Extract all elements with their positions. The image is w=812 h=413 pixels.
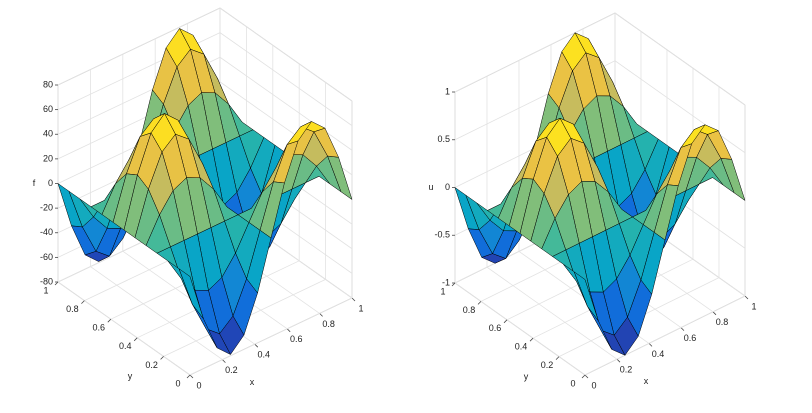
tick-mark (584, 374, 589, 379)
x-tick-label: 0.6 (684, 333, 697, 343)
tick-mark (186, 374, 191, 379)
tick-mark (581, 374, 586, 379)
z-tick-label: -40 (40, 227, 53, 237)
z-tick-label: 40 (43, 129, 53, 139)
tick-mark (503, 319, 508, 324)
tick-mark (319, 313, 323, 317)
y-tick-label: 0 (175, 378, 180, 388)
z-tick-label: 0.5 (437, 134, 450, 144)
x-axis-label: x (250, 377, 255, 387)
y-tick-label: 0.6 (93, 323, 106, 333)
tick-mark (81, 300, 85, 304)
z-tick-label: 0 (445, 182, 450, 192)
y-tick-label: 0 (570, 378, 575, 388)
y-tick-label: 0.8 (66, 304, 79, 314)
grid-line (454, 12, 616, 93)
x-tick-label: 0.2 (225, 365, 238, 375)
z-axis-label: f (33, 178, 36, 188)
tick-mark (189, 374, 194, 379)
y-tick-label: 0.4 (119, 341, 132, 351)
x-tick-label: 0.8 (322, 319, 335, 329)
x-tick-label: 1 (358, 303, 363, 313)
x-tick-label: 1 (751, 301, 756, 311)
y-tick-label: 1 (440, 286, 445, 296)
grid-line (614, 60, 746, 154)
grid-line (219, 56, 353, 151)
grid-line (584, 295, 746, 376)
tick-mark (254, 343, 259, 348)
grid-line (486, 266, 618, 360)
grid-line (57, 7, 221, 86)
grid-line (614, 12, 746, 106)
z-tick-label: 0 (48, 178, 53, 188)
x-tick-label: 0.6 (290, 334, 303, 344)
z-tick-label: -20 (40, 203, 53, 213)
y-tick-label: 1 (43, 285, 48, 295)
surface-patch (178, 268, 204, 319)
y-tick-label: 0.4 (515, 342, 528, 352)
surface-plot: 00.20.40.60.8100.20.40.60.81-1-0.500.51x… (428, 12, 757, 390)
tick-mark (529, 337, 534, 342)
tick-mark (222, 359, 226, 363)
tick-mark (133, 337, 138, 342)
z-tick-label: -80 (40, 276, 53, 286)
y-tick-label: 0.6 (489, 323, 502, 333)
grid-line (189, 297, 353, 376)
tick-mark (648, 343, 653, 347)
tick-mark (160, 356, 164, 360)
tick-mark (680, 327, 685, 331)
z-tick-label: 20 (43, 153, 53, 163)
x-axis-label: x (644, 376, 649, 386)
tick-mark (351, 297, 356, 302)
tick-mark (451, 282, 456, 287)
y-tick-label: 0.2 (145, 360, 158, 370)
tick-mark (555, 356, 560, 360)
grid-line (57, 281, 191, 376)
surface-patch (573, 271, 599, 321)
x-tick-label: 0 (196, 380, 201, 390)
z-tick-label: 1 (445, 86, 450, 96)
x-tick-label: 0.4 (652, 349, 665, 359)
y-tick-label: 0.8 (463, 305, 476, 315)
y-tick-label: 0.2 (541, 360, 554, 370)
grid-line (219, 32, 353, 126)
surface-plot: 00.20.40.60.8100.20.40.60.81-80-60-40-20… (33, 7, 364, 390)
tick-mark (477, 301, 482, 305)
grid-line (90, 266, 223, 360)
grid-line (454, 282, 586, 376)
z-tick-label: -60 (40, 252, 53, 262)
z-tick-label: 60 (43, 104, 53, 114)
z-axis-label: u (428, 182, 433, 192)
tick-mark (286, 328, 291, 333)
grid-line (219, 7, 353, 102)
x-tick-label: 0.2 (620, 365, 633, 375)
x-tick-label: 0.8 (716, 317, 729, 327)
tick-mark (54, 281, 59, 286)
z-tick-label: -0.5 (434, 230, 450, 240)
z-tick-label: 80 (43, 79, 53, 89)
tick-mark (107, 318, 112, 323)
x-tick-label: 0 (591, 380, 596, 390)
z-tick-label: -1 (442, 277, 450, 287)
tick-mark (712, 311, 717, 316)
tick-mark (744, 295, 749, 300)
y-axis-label: y (524, 371, 529, 381)
x-tick-label: 0.4 (258, 350, 271, 360)
y-axis-label: y (128, 371, 133, 381)
tick-mark (616, 358, 621, 363)
